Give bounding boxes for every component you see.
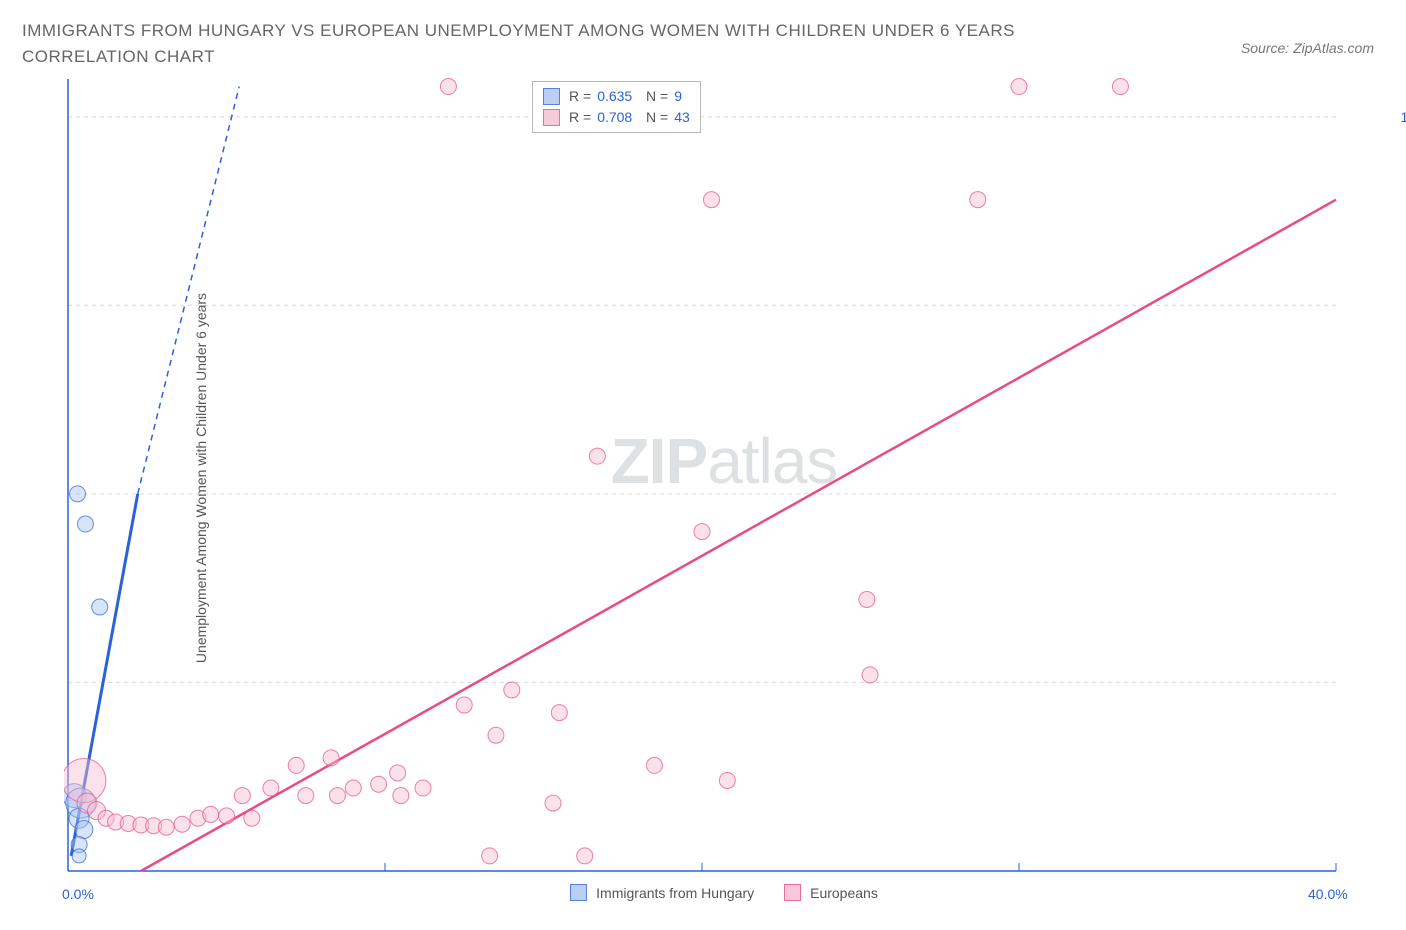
chart-container: Unemployment Among Women with Children U… — [22, 75, 1384, 880]
scatter-chart — [64, 75, 1340, 875]
plot-area: ZIPatlas R = 0.635 N = 9R = 0.708 N = 43… — [64, 75, 1384, 880]
series-legend: Immigrants from Hungary Europeans — [64, 884, 1384, 901]
y-tick-label: 100.0% — [1401, 109, 1406, 125]
legend-row: R = 0.635 N = 9 — [543, 86, 690, 107]
legend-row: R = 0.708 N = 43 — [543, 107, 690, 128]
correlation-legend: R = 0.635 N = 9R = 0.708 N = 43 — [532, 81, 701, 133]
legend-item: Immigrants from Hungary — [570, 884, 754, 901]
source-attribution: Source: ZipAtlas.com — [1241, 40, 1374, 56]
x-tick-label: 0.0% — [62, 886, 94, 902]
x-tick-label: 40.0% — [1308, 886, 1348, 902]
chart-title: IMMIGRANTS FROM HUNGARY VS EUROPEAN UNEM… — [22, 18, 1142, 69]
legend-item: Europeans — [784, 884, 878, 901]
